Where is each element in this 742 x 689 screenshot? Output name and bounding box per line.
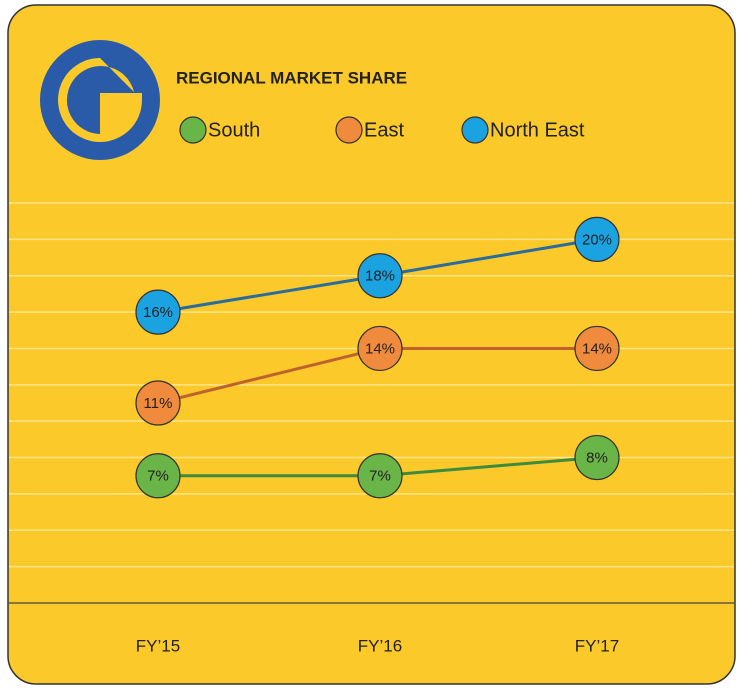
legend-label: East bbox=[364, 119, 404, 141]
x-tick-label: FY’15 bbox=[136, 636, 180, 655]
data-label: 11% bbox=[144, 395, 173, 412]
legend-swatch bbox=[179, 116, 207, 144]
data-label: 7% bbox=[369, 468, 391, 485]
logo bbox=[40, 40, 160, 160]
data-point bbox=[135, 289, 181, 335]
data-label: 18% bbox=[365, 268, 395, 285]
data-point bbox=[135, 453, 181, 499]
data-point bbox=[574, 216, 620, 262]
data-label: 20% bbox=[582, 231, 612, 248]
data-point bbox=[574, 325, 620, 372]
legend-swatch bbox=[461, 116, 489, 144]
data-label: 7% bbox=[147, 468, 169, 485]
x-tick-label: FY’16 bbox=[358, 636, 402, 655]
data-label: 8% bbox=[586, 450, 608, 467]
legend-label: North East bbox=[490, 119, 585, 141]
data-label: 16% bbox=[143, 304, 173, 321]
x-tick-label: FY’17 bbox=[575, 636, 619, 655]
data-label: 14% bbox=[365, 340, 395, 357]
data-label: 14% bbox=[582, 340, 612, 357]
data-point bbox=[135, 380, 181, 426]
data-point bbox=[357, 325, 403, 372]
legend-swatch bbox=[335, 116, 363, 144]
chart-title: REGIONAL MARKET SHARE bbox=[176, 68, 407, 87]
data-point bbox=[574, 434, 620, 481]
legend-label: South bbox=[208, 119, 260, 141]
data-point bbox=[357, 453, 403, 499]
data-point bbox=[357, 253, 403, 299]
